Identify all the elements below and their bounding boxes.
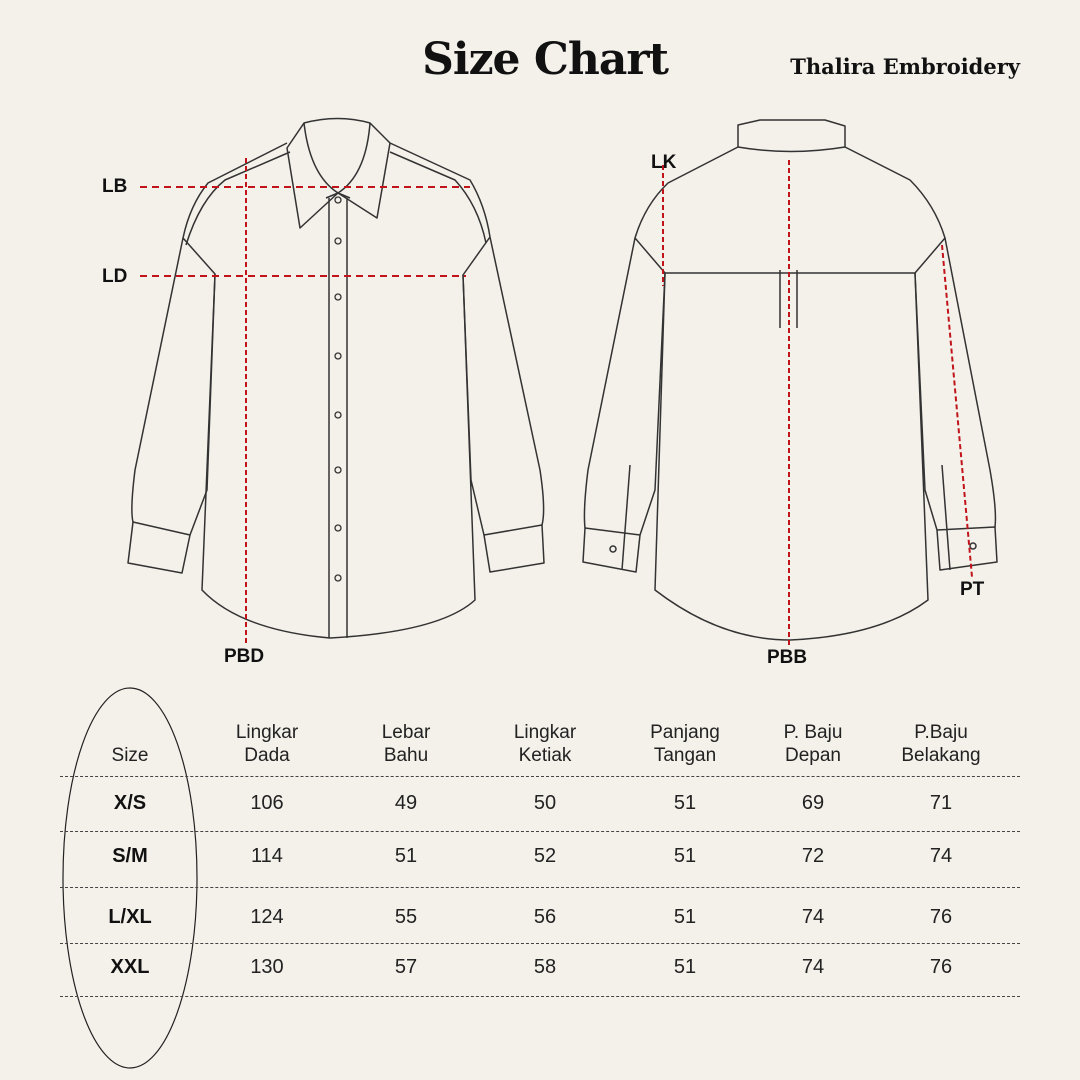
table-cell: 114 (251, 845, 283, 867)
label-ld: LD (102, 266, 128, 287)
header-line-2: Depan (785, 745, 841, 766)
table-cell: 76 (929, 956, 953, 978)
header-line-2: Tangan (653, 745, 717, 766)
table-cell: 51 (673, 845, 697, 867)
header-line-2: Ketiak (518, 745, 572, 766)
column-header: Panjang Tangan (615, 721, 755, 767)
header-line-1: Panjang (650, 722, 720, 743)
measure-lines (140, 158, 973, 645)
page-title: Size Chart (422, 34, 669, 85)
table-cell: 50 (533, 792, 557, 814)
table-cell: 56 (533, 906, 557, 928)
table-cell: 71 (929, 792, 953, 814)
header-line-1: P.Baju (914, 722, 968, 743)
row-divider (60, 943, 1020, 944)
brand-name: Thalira Embroidery (790, 54, 1020, 79)
table-cell: 58 (533, 956, 557, 978)
label-lb: LB (102, 176, 128, 197)
size-label: S/M (112, 845, 148, 867)
table-cell: 57 (394, 956, 418, 978)
shirt-diagram (127, 117, 998, 645)
header-line-2: Bahu (383, 745, 429, 766)
header-line-2: Size (111, 745, 149, 766)
table-cell: 76 (929, 906, 953, 928)
column-header: Size (60, 721, 200, 767)
table-cell: 49 (394, 792, 418, 814)
label-pbb: PBB (767, 647, 808, 668)
header-line-1: Lebar (381, 722, 431, 743)
table-cell: 124 (250, 906, 284, 928)
row-divider (60, 996, 1020, 997)
row-divider (60, 887, 1020, 888)
table-cell: 51 (673, 906, 697, 928)
table-cell: 51 (394, 845, 418, 867)
front-buttons (334, 196, 342, 582)
table-cell: 106 (250, 792, 284, 814)
size-label: L/XL (108, 906, 152, 928)
table-cell: 51 (673, 792, 697, 814)
label-pbd: PBD (224, 646, 265, 667)
table-cell: 51 (673, 956, 697, 978)
header-line-1: Lingkar (235, 722, 299, 743)
table-cell: 74 (801, 956, 825, 978)
header-line-1: Lingkar (513, 722, 577, 743)
header-line-2: Belakang (901, 745, 981, 766)
row-divider (60, 776, 1020, 777)
column-header: Lingkar Ketiak (475, 721, 615, 767)
table-cell: 74 (929, 845, 953, 867)
column-header: Lingkar Dada (197, 721, 337, 767)
table-cell: 69 (801, 792, 825, 814)
table-cell: 55 (394, 906, 418, 928)
size-label: XXL (110, 956, 150, 978)
row-divider (60, 831, 1020, 832)
label-lk: LK (651, 152, 677, 173)
size-label: X/S (113, 792, 147, 814)
table-cell: 130 (250, 956, 284, 978)
front-shirt-drawing (127, 117, 545, 639)
table-cell: 74 (801, 906, 825, 928)
table-cell: 52 (533, 845, 557, 867)
column-header: P.Baju Belakang (871, 721, 1011, 767)
column-header: Lebar Bahu (336, 721, 476, 767)
column-header: P. Baju Depan (743, 721, 883, 767)
table-cell: 72 (801, 845, 825, 867)
header-line-1: P. Baju (783, 722, 843, 743)
label-pt: PT (960, 579, 985, 600)
header-line-1 (60, 721, 200, 744)
header-line-2: Dada (244, 745, 290, 766)
